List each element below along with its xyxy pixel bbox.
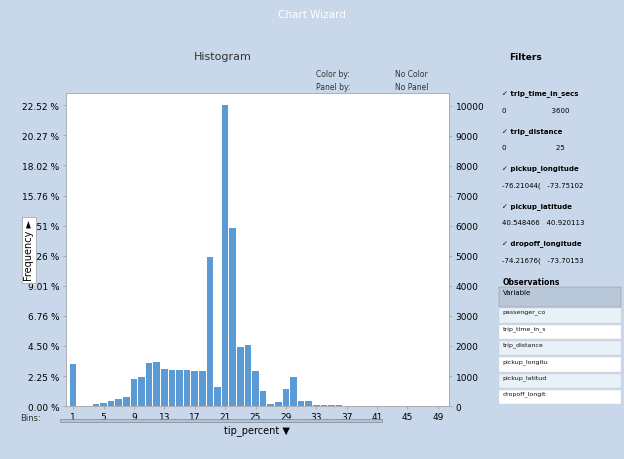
Text: Panel by:: Panel by:: [316, 83, 350, 92]
Text: -76.21044(   -73.75102: -76.21044( -73.75102: [502, 182, 584, 189]
Text: ✓ pickup_latitude: ✓ pickup_latitude: [502, 202, 572, 209]
Text: dropoff_longit: dropoff_longit: [502, 391, 546, 397]
Text: trip_time_in_s: trip_time_in_s: [502, 326, 546, 331]
Bar: [192, 372, 198, 406]
Text: Observations: Observations: [502, 277, 560, 286]
Bar: [214, 387, 221, 406]
Text: pickup_latitud: pickup_latitud: [502, 375, 547, 381]
Text: Color by:: Color by:: [316, 70, 349, 78]
Bar: [252, 372, 259, 406]
Text: 40.548466   40.920113: 40.548466 40.920113: [502, 219, 585, 225]
Bar: [245, 345, 251, 406]
Text: Variable: Variable: [502, 289, 531, 295]
FancyBboxPatch shape: [499, 358, 622, 372]
Bar: [237, 347, 243, 406]
Bar: [139, 378, 145, 406]
Bar: [207, 257, 213, 406]
Text: Frequency ►: Frequency ►: [24, 220, 34, 280]
Bar: [298, 401, 305, 406]
Text: trip_distance: trip_distance: [502, 342, 544, 348]
Text: Histogram: Histogram: [194, 52, 252, 62]
Bar: [313, 405, 319, 406]
Text: 0                    3600: 0 3600: [502, 107, 570, 113]
Bar: [130, 379, 137, 406]
Text: pickup_longitu: pickup_longitu: [502, 358, 548, 364]
Bar: [336, 405, 343, 406]
Bar: [154, 362, 160, 406]
Bar: [184, 370, 190, 406]
Text: ✓ pickup_longitude: ✓ pickup_longitude: [502, 165, 579, 172]
Bar: [268, 404, 274, 406]
Bar: [70, 364, 76, 406]
FancyBboxPatch shape: [499, 309, 622, 323]
Bar: [100, 403, 107, 406]
Bar: [108, 401, 114, 406]
FancyBboxPatch shape: [499, 390, 622, 404]
FancyBboxPatch shape: [499, 325, 622, 339]
Bar: [123, 397, 130, 406]
Bar: [199, 372, 205, 406]
Bar: [283, 389, 289, 406]
Bar: [168, 370, 175, 406]
Text: No Panel: No Panel: [395, 83, 428, 92]
Text: ✓ trip_time_in_secs: ✓ trip_time_in_secs: [502, 90, 579, 97]
Bar: [230, 229, 236, 406]
Text: 0                      25: 0 25: [502, 145, 565, 151]
FancyBboxPatch shape: [499, 341, 622, 356]
Text: No Color: No Color: [395, 70, 427, 78]
Bar: [115, 399, 122, 406]
Bar: [260, 392, 266, 406]
X-axis label: tip_percent ▼: tip_percent ▼: [225, 424, 290, 435]
Bar: [290, 377, 297, 406]
Text: passenger_co: passenger_co: [502, 309, 546, 314]
Text: ✓ trip_distance: ✓ trip_distance: [502, 128, 563, 134]
Bar: [93, 404, 99, 406]
FancyBboxPatch shape: [499, 374, 622, 388]
Text: Bins:: Bins:: [20, 413, 41, 422]
Bar: [146, 364, 152, 406]
Text: Filters: Filters: [509, 53, 542, 62]
Bar: [176, 370, 183, 406]
Bar: [275, 402, 281, 406]
Text: -74.21676(   -73.70153: -74.21676( -73.70153: [502, 257, 584, 263]
Text: ✓ dropoff_longitude: ✓ dropoff_longitude: [502, 240, 582, 246]
Bar: [161, 369, 167, 406]
Bar: [222, 106, 228, 406]
Text: Chart Wizard: Chart Wizard: [278, 10, 346, 20]
FancyBboxPatch shape: [59, 419, 382, 422]
FancyBboxPatch shape: [499, 287, 622, 308]
Bar: [306, 402, 312, 406]
